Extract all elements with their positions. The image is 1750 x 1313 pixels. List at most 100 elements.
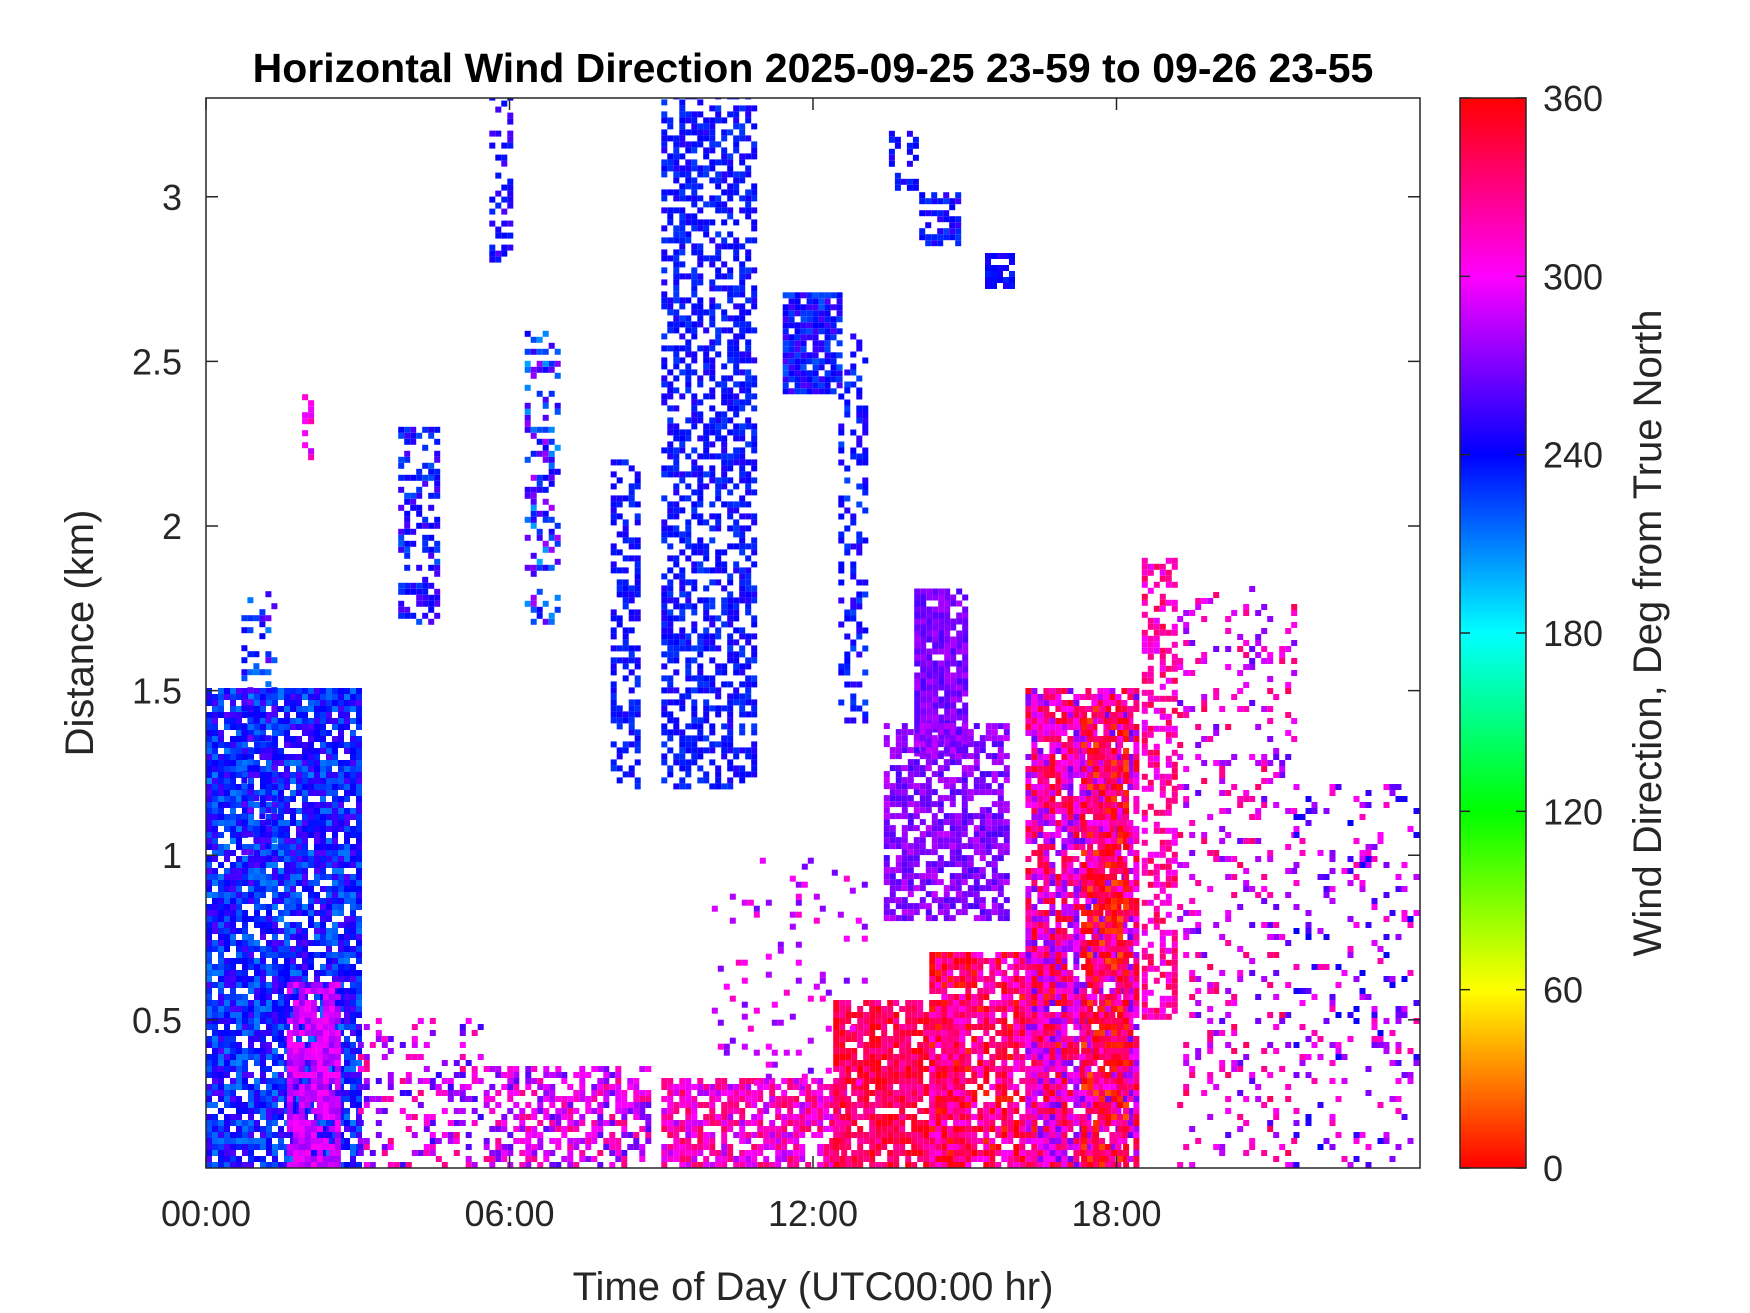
heatmap-cell xyxy=(218,1090,224,1096)
heatmap-cell xyxy=(709,363,716,370)
heatmap-cell xyxy=(800,310,807,317)
heatmap-cell xyxy=(667,579,674,586)
heatmap-cell xyxy=(673,1156,680,1162)
heatmap-cell xyxy=(739,579,746,586)
heatmap-cell xyxy=(818,358,825,365)
heatmap-cell xyxy=(218,772,224,778)
heatmap-cell xyxy=(501,208,508,215)
heatmap-cell xyxy=(272,1162,278,1168)
heatmap-cell xyxy=(838,537,845,544)
heatmap-cell xyxy=(794,328,801,335)
heatmap-cell xyxy=(961,735,968,742)
heatmap-cell xyxy=(322,1108,329,1114)
heatmap-cell xyxy=(332,760,338,766)
heatmap-cell xyxy=(703,543,710,550)
heatmap-cell xyxy=(218,1072,224,1078)
heatmap-cell xyxy=(961,777,968,784)
heatmap-cell xyxy=(894,142,901,149)
heatmap-cell xyxy=(284,724,290,730)
heatmap-cell xyxy=(356,718,362,724)
heatmap-cell xyxy=(733,249,740,256)
heatmap-cell xyxy=(667,1114,674,1120)
heatmap-cell xyxy=(296,898,302,904)
heatmap-cell xyxy=(709,537,716,544)
heatmap-cell xyxy=(628,765,635,772)
heatmap-cell xyxy=(320,916,326,922)
heatmap-cell xyxy=(525,1126,532,1132)
heatmap-cell xyxy=(326,850,332,856)
heatmap-cell xyxy=(691,735,698,742)
heatmap-cell xyxy=(320,736,326,742)
heatmap-cell xyxy=(745,375,752,382)
heatmap-cell xyxy=(254,1036,260,1042)
heatmap-cell xyxy=(308,826,314,832)
heatmap-cell xyxy=(316,1156,323,1162)
heatmap-cell xyxy=(667,1078,674,1084)
heatmap-cell xyxy=(236,868,242,874)
heatmap-cell xyxy=(745,483,752,490)
heatmap-cell xyxy=(944,642,951,649)
heatmap-cell xyxy=(603,1102,610,1108)
heatmap-cell xyxy=(818,310,825,317)
heatmap-cell xyxy=(334,1120,341,1126)
heatmap-cell xyxy=(703,609,710,616)
heatmap-cell xyxy=(697,1078,704,1084)
heatmap-cell xyxy=(298,1156,305,1162)
heatmap-cell xyxy=(507,244,514,251)
heatmap-cell xyxy=(292,1120,299,1126)
heatmap-cell xyxy=(525,1084,532,1090)
heatmap-cell xyxy=(703,1138,710,1144)
heatmap-cell xyxy=(673,351,680,358)
heatmap-cell xyxy=(715,249,722,256)
heatmap-cell xyxy=(265,747,272,754)
heatmap-cell xyxy=(979,909,986,916)
heatmap-cell xyxy=(961,789,968,796)
heatmap-cell xyxy=(212,982,218,988)
heatmap-cell xyxy=(230,742,236,748)
heatmap-cell xyxy=(949,915,956,922)
heatmap-cell xyxy=(679,105,686,112)
heatmap-cell xyxy=(739,645,746,652)
heatmap-cell xyxy=(920,624,927,631)
heatmap-cell xyxy=(543,1072,550,1078)
heatmap-cell xyxy=(673,729,680,736)
heatmap-cell xyxy=(685,735,692,742)
heatmap-cell xyxy=(985,861,992,868)
heatmap-cell xyxy=(519,1162,526,1168)
heatmap-cell xyxy=(697,753,704,760)
heatmap-cell xyxy=(727,1120,734,1126)
heatmap-cell xyxy=(278,892,284,898)
heatmap-cell xyxy=(316,1018,323,1024)
heatmap-cell xyxy=(862,483,869,490)
heatmap-cell xyxy=(350,1024,356,1030)
heatmap-cell xyxy=(212,1144,218,1150)
heatmap-cell xyxy=(206,1156,212,1162)
heatmap-cell xyxy=(344,1096,350,1102)
heatmap-cell xyxy=(932,696,939,703)
heatmap-cell xyxy=(278,1114,284,1120)
heatmap-cell xyxy=(745,393,752,400)
heatmap-cell xyxy=(697,435,704,442)
heatmap-cell xyxy=(733,291,740,298)
heatmap-cell xyxy=(253,735,260,742)
heatmap-cell xyxy=(679,129,686,136)
heatmap-cell xyxy=(616,459,623,466)
heatmap-cell xyxy=(524,408,531,415)
heatmap-cell xyxy=(326,928,332,934)
heatmap-cell xyxy=(316,1066,323,1072)
heatmap-cell xyxy=(685,483,692,490)
heatmap-cell xyxy=(634,729,641,736)
heatmap-cell xyxy=(248,1042,254,1048)
heatmap-cell xyxy=(332,742,338,748)
heatmap-cell xyxy=(554,360,561,367)
heatmap-cell xyxy=(310,1120,317,1126)
heatmap-cell xyxy=(344,1162,350,1168)
heatmap-cell xyxy=(850,567,857,574)
heatmap-cell xyxy=(308,916,314,922)
heatmap-cell xyxy=(991,777,998,784)
heatmap-cell xyxy=(950,714,957,721)
heatmap-cell xyxy=(230,1030,236,1036)
heatmap-cell xyxy=(501,1084,508,1090)
heatmap-cell xyxy=(985,813,992,820)
heatmap-cell xyxy=(679,195,686,202)
